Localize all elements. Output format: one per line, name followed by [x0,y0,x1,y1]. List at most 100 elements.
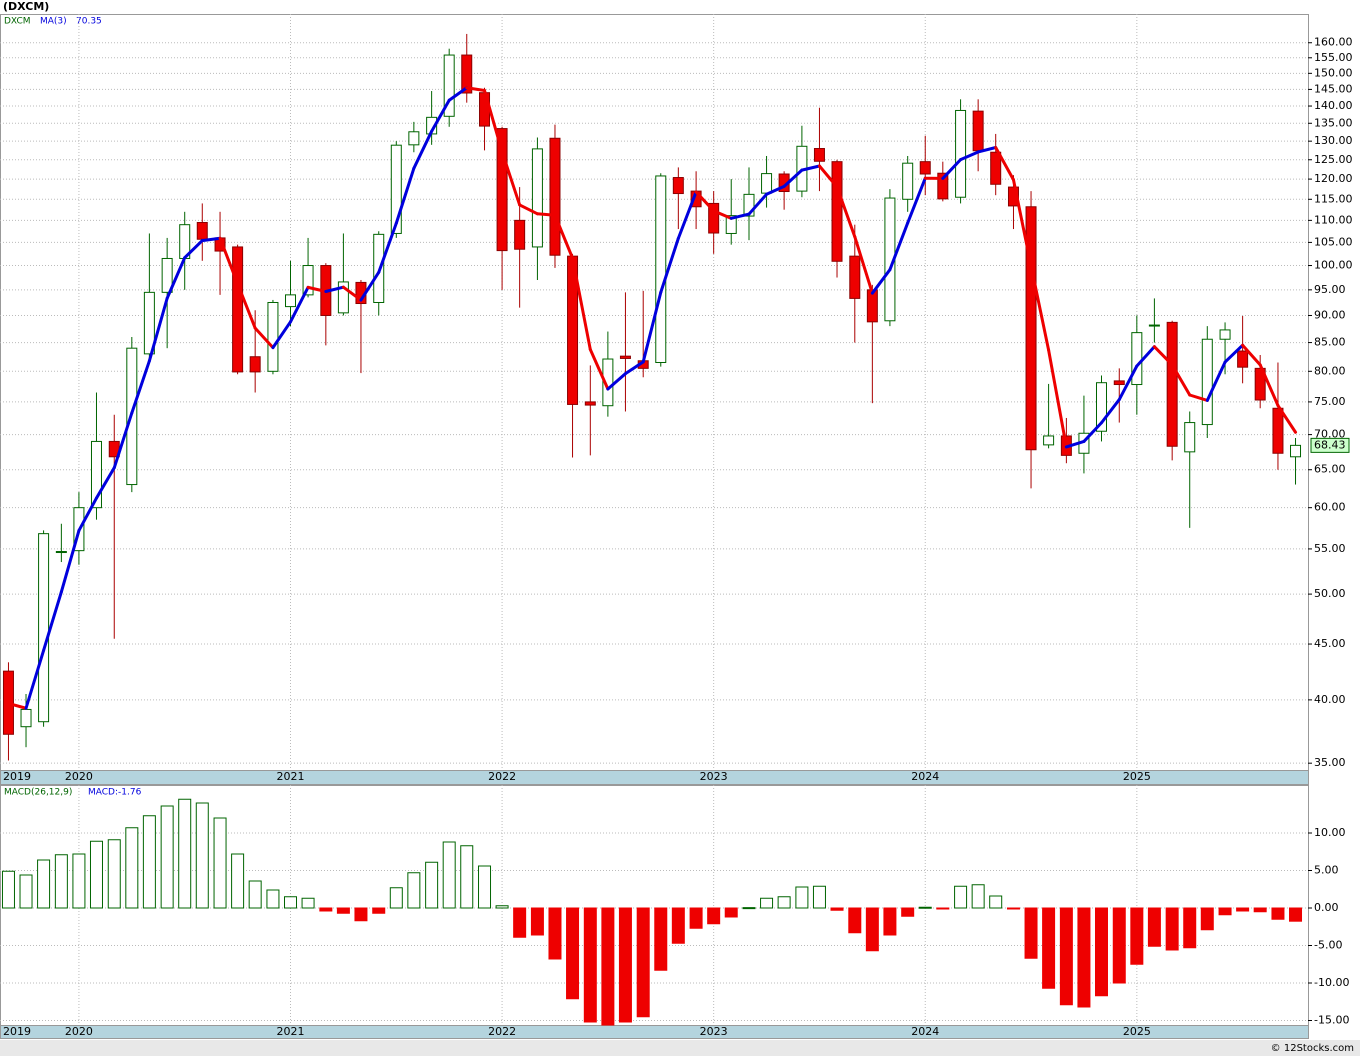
ma-segment [1205,360,1227,402]
ma-segment [870,268,892,295]
candle-body [902,162,914,200]
y-tick-label: 85.00 [1314,336,1346,349]
x-tick-label: 2025 [1123,770,1151,783]
macd-bar [284,896,298,909]
ma-segment [306,285,328,293]
macd-value: MACD:-1.76 [88,788,142,798]
candle-body [249,356,261,373]
x-tick-label: 2024 [911,770,939,783]
ma-segment [712,209,733,220]
ma-segment [1276,404,1298,434]
ma-segment [1258,363,1280,408]
candle-body [743,193,755,217]
macd-bar [354,907,368,922]
macd-bar [548,907,562,960]
macd-bar [689,907,703,929]
ma-segment [1152,345,1174,367]
candle-body [655,175,667,364]
ma-segment [447,86,469,102]
candle-body [461,54,473,94]
macd-bar [248,880,262,909]
y-tick-label: 75.00 [1314,395,1346,408]
ma-segment [623,360,645,376]
candle-body [90,440,102,509]
macd-bar [566,907,580,1000]
macd-bar [336,907,350,914]
ma-segment [394,166,416,225]
ma-segment [271,320,293,350]
macd-bar [936,907,950,910]
ma-segment [430,98,451,133]
date-strip [0,770,1309,785]
y-tick-label: 105.00 [1314,235,1353,248]
ma-segment [1011,178,1033,268]
candle-body [831,161,843,262]
candle-body [285,294,297,308]
ma-segment [412,129,434,170]
ma-segment [571,256,592,351]
macd-bar [1289,907,1303,922]
footer [0,1040,1360,1056]
ma-segment [6,701,28,710]
macd-bar [989,895,1003,909]
candle-body [672,177,684,195]
x-tick-label: 2022 [488,770,516,783]
price-panel [0,14,1309,771]
macd-bar [266,889,280,909]
macd-bar [319,907,333,912]
macd-bar [513,907,527,938]
ma-segment [606,372,627,391]
x-tick-label: 2020 [65,1025,93,1038]
candle-body [496,128,508,252]
candle-body [549,137,561,256]
macd-title: MACD(26,12,9) [4,788,72,798]
candle-body [813,148,825,162]
ma-segment [77,496,98,533]
candle-body [1113,380,1125,386]
macd-bar [830,907,844,911]
y-tick-label: 140.00 [1314,99,1353,112]
candle-body [1025,206,1037,451]
y-tick-label: 55.00 [1314,542,1346,555]
macd-bar [54,854,68,909]
ma-segment [659,236,680,294]
macd-bar [812,885,826,909]
macd-bar [707,907,721,925]
macd-bar [160,805,174,909]
y-tick-label: 35.00 [1314,756,1346,769]
ma-segment [59,529,81,594]
x-tick-label: 2025 [1123,1025,1151,1038]
macd-bar [178,798,192,909]
ma-segment [1099,398,1121,425]
candle-body [20,708,32,728]
macd-bar [72,853,86,909]
macd-bar [530,907,544,936]
macd-bar [1112,907,1126,984]
candle-body [919,161,931,175]
x-tick-label: 2021 [277,1025,305,1038]
x-tick-label: 2023 [700,770,728,783]
y-tick-label: 115.00 [1314,192,1353,205]
macd-bar [918,906,932,909]
macd-bar [478,865,492,909]
y-tick-label: 145.00 [1314,82,1353,95]
macd-bar [142,815,156,909]
x-tick-label: 2022 [488,1025,516,1038]
date-strip [0,1025,1309,1039]
candle-body [849,255,861,299]
candle-body [990,151,1002,185]
ma-segment [782,168,804,188]
candle-body [1166,321,1178,447]
ma-segment [1170,363,1192,397]
candle-body [972,110,984,152]
candle-body [267,301,279,372]
ma-segment [729,212,751,220]
macd-bar [1183,907,1197,949]
ma-segment [1117,364,1139,402]
ma-segment [588,347,610,391]
candle-body [302,265,314,296]
y-tick-label: 155.00 [1314,51,1353,64]
macd-bar [1200,907,1214,931]
macd-bar [901,907,915,917]
